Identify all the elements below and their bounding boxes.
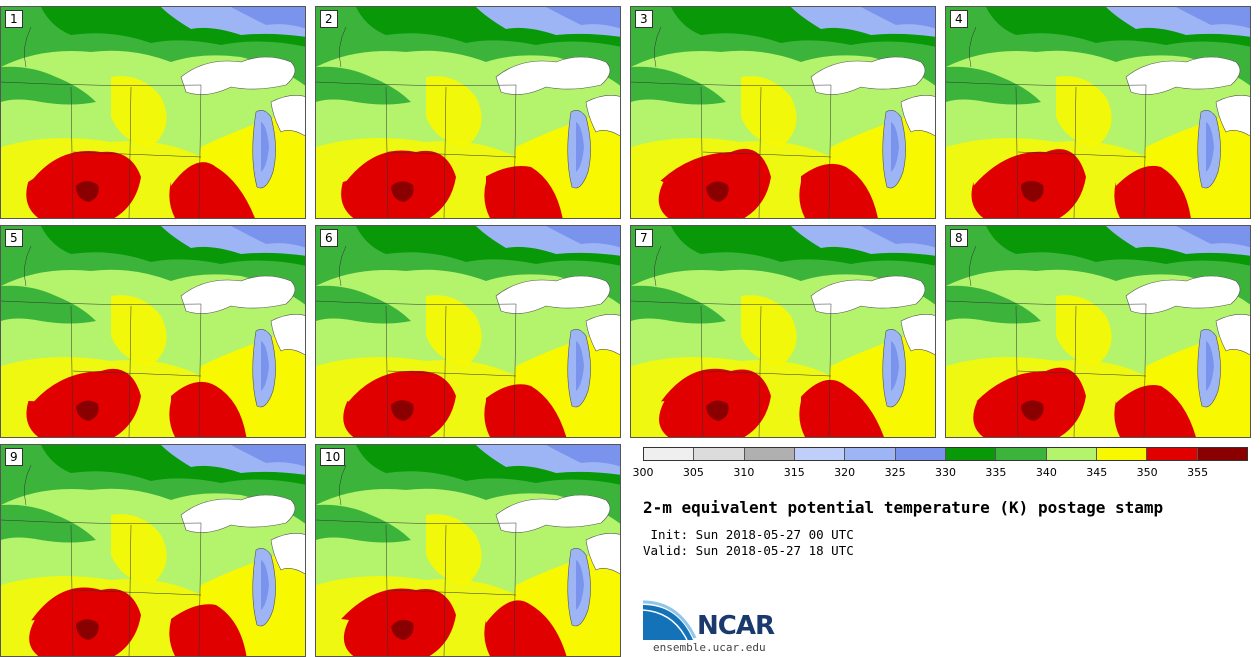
- colorbar-segment-350: [1147, 448, 1198, 460]
- colorbar-tick-355: 355: [1187, 466, 1209, 479]
- colorbar-segment-340: [1046, 448, 1097, 460]
- colorbar-tick-325: 325: [884, 466, 906, 479]
- postage-stamp-map-8: 8: [945, 225, 1251, 438]
- ncar-logo-text: NCAR: [697, 611, 775, 641]
- site-url: ensemble.ucar.edu: [653, 641, 766, 654]
- member-number-label: 8: [950, 229, 968, 247]
- colorbar-segment-305: [694, 448, 745, 460]
- valid-time: Valid: Sun 2018-05-27 18 UTC: [643, 543, 854, 558]
- postage-stamp-map-9: 9: [0, 444, 306, 657]
- member-number-label: 3: [635, 10, 653, 28]
- postage-stamp-map-1: 1: [0, 6, 306, 219]
- colorbar-tick-315: 315: [783, 466, 805, 479]
- colorbar: [643, 447, 1248, 461]
- colorbar-tick-330: 330: [935, 466, 956, 479]
- figure-title: 2-m equivalent potential temperature (K)…: [643, 498, 1164, 517]
- colorbar-tick-340: 340: [1035, 466, 1057, 479]
- member-number-label: 10: [320, 448, 346, 466]
- postage-stamp-map-10: 10: [315, 444, 621, 657]
- colorbar-tick-300: 300: [632, 466, 654, 479]
- member-number-label: 9: [5, 448, 23, 466]
- colorbar-segment-310: [744, 448, 795, 460]
- member-number-label: 6: [320, 229, 338, 247]
- colorbar-tick-305: 305: [682, 466, 704, 479]
- member-number-label: 2: [320, 10, 338, 28]
- colorbar-segment-320: [845, 448, 896, 460]
- colorbar-tick-350: 350: [1136, 466, 1158, 479]
- colorbar-tick-310: 310: [733, 466, 755, 479]
- member-number-label: 1: [5, 10, 23, 28]
- postage-stamp-map-4: 4: [945, 6, 1251, 219]
- colorbar-segment-325: [895, 448, 946, 460]
- colorbar-tick-345: 345: [1086, 466, 1108, 479]
- ncar-logo-icon: [643, 600, 697, 641]
- colorbar-segment-335: [996, 448, 1047, 460]
- member-number-label: 4: [950, 10, 968, 28]
- postage-stamp-map-3: 3: [630, 6, 936, 219]
- postage-stamp-map-5: 5: [0, 225, 306, 438]
- member-number-label: 5: [5, 229, 23, 247]
- colorbar-tick-335: 335: [985, 466, 1007, 479]
- colorbar-segment-345: [1096, 448, 1148, 460]
- postage-stamp-map-2: 2: [315, 6, 621, 219]
- colorbar-segment-330: [945, 448, 997, 460]
- colorbar-segment-300: [644, 448, 695, 460]
- colorbar-segment-355: [1197, 448, 1247, 460]
- postage-stamp-map-7: 7: [630, 225, 936, 438]
- colorbar-segment-315: [794, 448, 846, 460]
- member-number-label: 7: [635, 229, 653, 247]
- colorbar-tick-320: 320: [834, 466, 856, 479]
- init-time: Init: Sun 2018-05-27 00 UTC: [643, 527, 854, 542]
- postage-stamp-map-6: 6: [315, 225, 621, 438]
